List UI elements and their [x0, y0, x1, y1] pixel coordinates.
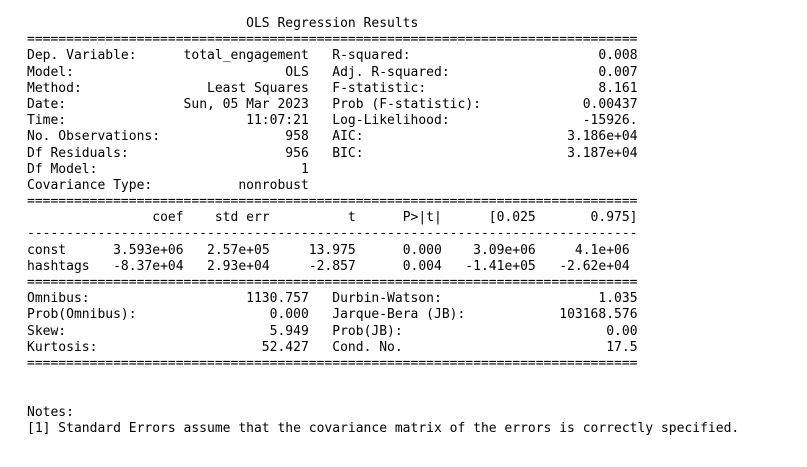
summary-left-value: Least Squares	[167, 80, 309, 96]
summary-left-label: No. Observations:	[27, 129, 168, 145]
coef-header: t	[269, 210, 356, 226]
summary-left-label: Model:	[27, 64, 168, 80]
coef-header-row: coef std err t P>|t| [0.025 0.975]	[27, 210, 739, 226]
ols-report: OLS Regression Results =================…	[27, 16, 739, 437]
summary-right-label: F-statistic:	[332, 80, 497, 96]
summary-right-label: Prob (F-statistic):	[332, 96, 497, 112]
coef-row: const 3.593e+06 2.57e+05 13.975 0.000 3.…	[27, 243, 739, 259]
coef-cell: 2.93e+04	[183, 258, 270, 274]
summary-right-label: Log-Likelihood:	[332, 113, 497, 129]
report-title-line: OLS Regression Results	[27, 16, 739, 32]
summary-left-label: Dep. Variable:	[27, 48, 168, 64]
coef-header: P>|t|	[355, 210, 442, 226]
diag-left-label: Skew:	[27, 323, 168, 339]
rule-double: ========================================…	[27, 275, 638, 290]
summary-left-value: OLS	[167, 64, 309, 80]
coef-header: [0.025	[441, 210, 536, 226]
diag-right-label: Durbin-Watson:	[332, 291, 497, 307]
summary-right-label: R-squared:	[332, 48, 497, 64]
coef-cell: -2.62e+04	[535, 258, 630, 274]
diag-right-value: 1.035	[496, 291, 638, 307]
diag-right-label: Jarque-Bera (JB):	[332, 307, 497, 323]
summary-right-value: 0.00437	[496, 96, 638, 112]
summary-right-value: 8.161	[496, 80, 638, 96]
blank-line	[27, 388, 739, 404]
summary-left-label: Df Residuals:	[27, 145, 168, 161]
diag-left-label: Kurtosis:	[27, 339, 168, 355]
coef-row: hashtags -8.37e+04 2.93e+04 -2.857 0.004…	[27, 259, 739, 275]
summary-right-value: 0.008	[496, 48, 638, 64]
summary-row: No. Observations: 958 AIC: 3.186e+04	[27, 129, 739, 145]
summary-row: Covariance Type: nonrobust	[27, 178, 739, 194]
summary-row: Dep. Variable: total_engagement R-square…	[27, 48, 739, 64]
summary-right-value: 3.187e+04	[496, 145, 638, 161]
diagnostics-row: Skew: 5.949 Prob(JB): 0.00	[27, 324, 739, 340]
summary-right-label: AIC:	[332, 129, 497, 145]
summary-left-value: total_engagement	[167, 48, 309, 64]
coef-cell: 0.000	[355, 242, 442, 258]
diagnostics-row: Prob(Omnibus): 0.000 Jarque-Bera (JB): 1…	[27, 307, 739, 323]
diag-right-value: 0.00	[496, 323, 638, 339]
coef-cell: -8.37e+04	[97, 258, 184, 274]
diag-right-value: 17.5	[496, 339, 638, 355]
summary-right-value: 0.007	[496, 64, 638, 80]
coef-header: coef	[97, 210, 184, 226]
summary-left-label: Method:	[27, 80, 168, 96]
summary-right-value: -15926.	[496, 113, 638, 129]
coef-cell: 2.57e+05	[183, 242, 270, 258]
notes-item: [1] Standard Errors assume that the cova…	[27, 420, 740, 436]
rule-double: ========================================…	[27, 32, 638, 48]
diagnostics-row: Omnibus: 1130.757 Durbin-Watson: 1.035	[27, 291, 739, 307]
summary-row: Method: Least Squares F-statistic: 8.161	[27, 81, 739, 97]
summary-left-label: Df Model:	[27, 161, 168, 177]
diag-right-label: Cond. No.	[332, 339, 497, 355]
coef-cell: 4.1e+06	[535, 242, 630, 258]
summary-left-value: nonrobust	[167, 177, 309, 193]
rule-single: ----------------------------------------…	[27, 226, 638, 242]
coef-row-name: const	[27, 242, 98, 258]
summary-right-value: 3.186e+04	[496, 129, 638, 145]
summary-right-label: Adj. R-squared:	[332, 64, 497, 80]
diag-right-label: Prob(JB):	[332, 323, 497, 339]
diag-right-value: 103168.576	[496, 307, 638, 323]
diag-left-value: 52.427	[167, 339, 309, 355]
summary-left-value: Sun, 05 Mar 2023	[167, 96, 309, 112]
summary-row: Df Residuals: 956 BIC: 3.187e+04	[27, 146, 739, 162]
notes-heading: Notes:	[27, 404, 74, 420]
summary-left-label: Covariance Type:	[27, 177, 168, 193]
summary-left-label: Time:	[27, 113, 168, 129]
diagnostics-row: Kurtosis: 52.427 Cond. No. 17.5	[27, 340, 739, 356]
rule-double: ========================================…	[27, 355, 638, 371]
summary-row: Df Model: 1	[27, 162, 739, 178]
coef-cell: 3.593e+06	[97, 242, 184, 258]
summary-left-value: 958	[167, 129, 309, 145]
summary-row: Time: 11:07:21 Log-Likelihood: -15926.	[27, 113, 739, 129]
diag-left-label: Omnibus:	[27, 291, 168, 307]
coef-cell: 0.004	[355, 258, 442, 274]
summary-row: Model: OLS Adj. R-squared: 0.007	[27, 65, 739, 81]
summary-left-value: 1	[167, 161, 309, 177]
diag-left-value: 1130.757	[167, 291, 309, 307]
coef-cell: -1.41e+05	[441, 258, 536, 274]
summary-right-label: BIC:	[332, 145, 497, 161]
coef-cell: 13.975	[269, 242, 356, 258]
coef-row-name: hashtags	[27, 258, 98, 274]
coef-cell: 3.09e+06	[441, 242, 536, 258]
diag-left-value: 0.000	[167, 307, 309, 323]
report-title: OLS Regression Results	[27, 16, 638, 31]
summary-left-value: 956	[167, 145, 309, 161]
coef-header: 0.975]	[535, 210, 638, 226]
coef-header: std err	[183, 210, 270, 226]
diag-left-label: Prob(Omnibus):	[27, 307, 168, 323]
blank-line	[27, 372, 739, 388]
rule-double: ========================================…	[27, 194, 638, 210]
coef-cell: -2.857	[269, 258, 356, 274]
summary-row: Date: Sun, 05 Mar 2023 Prob (F-statistic…	[27, 97, 739, 113]
summary-left-label: Date:	[27, 96, 168, 112]
diag-left-value: 5.949	[167, 323, 309, 339]
summary-left-value: 11:07:21	[167, 113, 309, 129]
